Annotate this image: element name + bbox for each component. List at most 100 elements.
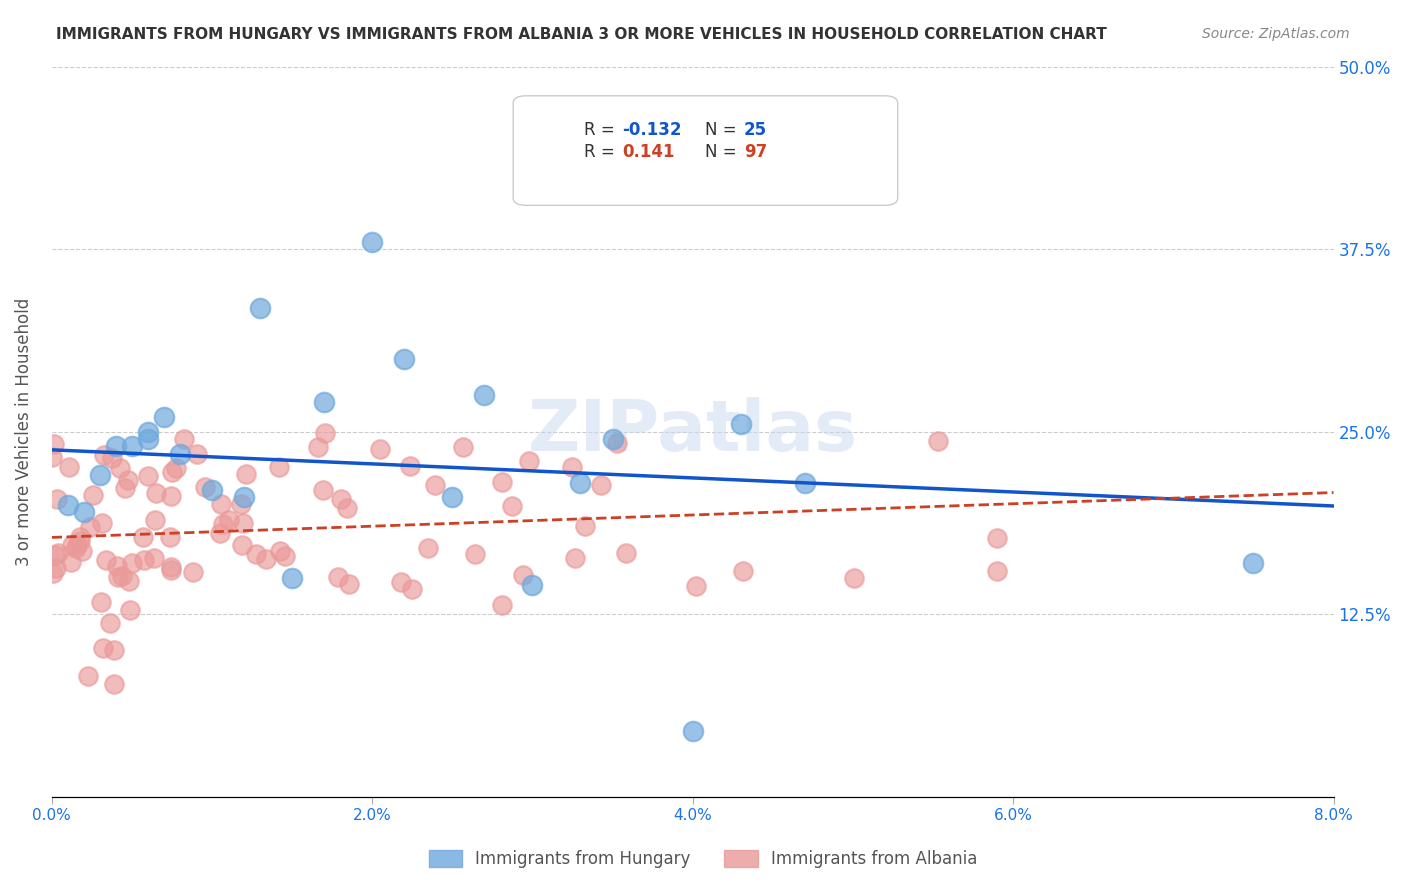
Point [591,478,613,492]
Point [136,425,159,439]
Point [307,440,329,454]
Point [160,560,183,574]
Point [235,467,257,481]
Point [229,497,252,511]
Point [89,468,111,483]
Text: 97: 97 [744,144,768,161]
Point [104,439,127,453]
Point [136,469,159,483]
Point [169,446,191,460]
Point [69,533,91,548]
Point [416,541,439,556]
Point [517,454,540,468]
Point [45,561,67,575]
Point [361,235,384,249]
Point [103,643,125,657]
Point [1241,556,1264,570]
Point [368,442,391,456]
Point [399,459,422,474]
Point [425,478,447,492]
Point [614,546,637,560]
Point [82,488,104,502]
Point [212,516,235,531]
Point [731,564,754,578]
Point [561,460,583,475]
Point [70,544,93,558]
Point [472,388,495,402]
Point [93,448,115,462]
Point [121,556,143,570]
Point [173,432,195,446]
Text: N =: N = [706,144,742,161]
Point [90,595,112,609]
Point [160,489,183,503]
Point [145,485,167,500]
Point [245,547,267,561]
Point [181,565,204,579]
Point [793,475,815,490]
Text: 0.141: 0.141 [621,144,675,161]
Point [201,483,224,497]
Point [274,549,297,564]
Point [569,475,592,490]
Point [165,461,187,475]
Point [491,598,513,612]
Point [249,301,271,315]
Point [153,410,176,425]
Point [91,516,114,530]
Point [98,615,121,630]
Point [218,513,240,527]
Point [58,459,80,474]
Legend: Immigrants from Hungary, Immigrants from Albania: Immigrants from Hungary, Immigrants from… [422,843,984,875]
Point [159,530,181,544]
Y-axis label: 3 or more Vehicles in Household: 3 or more Vehicles in Household [15,298,32,566]
Point [314,395,336,409]
Point [160,563,183,577]
Point [564,551,586,566]
Point [606,436,628,450]
Point [46,545,69,559]
Point [107,570,129,584]
Point [269,544,291,558]
Point [986,564,1008,578]
Point [103,677,125,691]
Point [136,432,159,446]
Text: R =: R = [583,144,620,161]
Point [69,530,91,544]
Point [41,566,63,580]
Text: IMMIGRANTS FROM HUNGARY VS IMMIGRANTS FROM ALBANIA 3 OR MORE VEHICLES IN HOUSEHO: IMMIGRANTS FROM HUNGARY VS IMMIGRANTS FR… [56,27,1107,42]
Point [231,538,253,552]
Point [66,538,89,552]
Point [312,483,335,497]
Point [77,668,100,682]
FancyBboxPatch shape [513,95,897,205]
Point [267,459,290,474]
Point [59,555,82,569]
Point [186,447,208,461]
Point [602,432,624,446]
Point [233,491,256,505]
Point [110,461,132,475]
Point [121,439,143,453]
Text: ZIPatlas: ZIPatlas [527,397,858,467]
Point [501,499,523,513]
Point [389,575,412,590]
Point [117,473,139,487]
Point [143,550,166,565]
Point [281,571,304,585]
Point [96,552,118,566]
Point [232,516,254,531]
Point [986,531,1008,545]
Point [401,582,423,597]
Point [194,480,217,494]
Point [208,526,231,541]
Point [44,548,66,562]
Point [209,497,232,511]
Point [118,574,141,588]
Point [111,568,134,582]
Point [132,530,155,544]
Point [329,492,352,507]
Text: -0.132: -0.132 [621,121,682,139]
Point [464,547,486,561]
Point [314,425,336,440]
